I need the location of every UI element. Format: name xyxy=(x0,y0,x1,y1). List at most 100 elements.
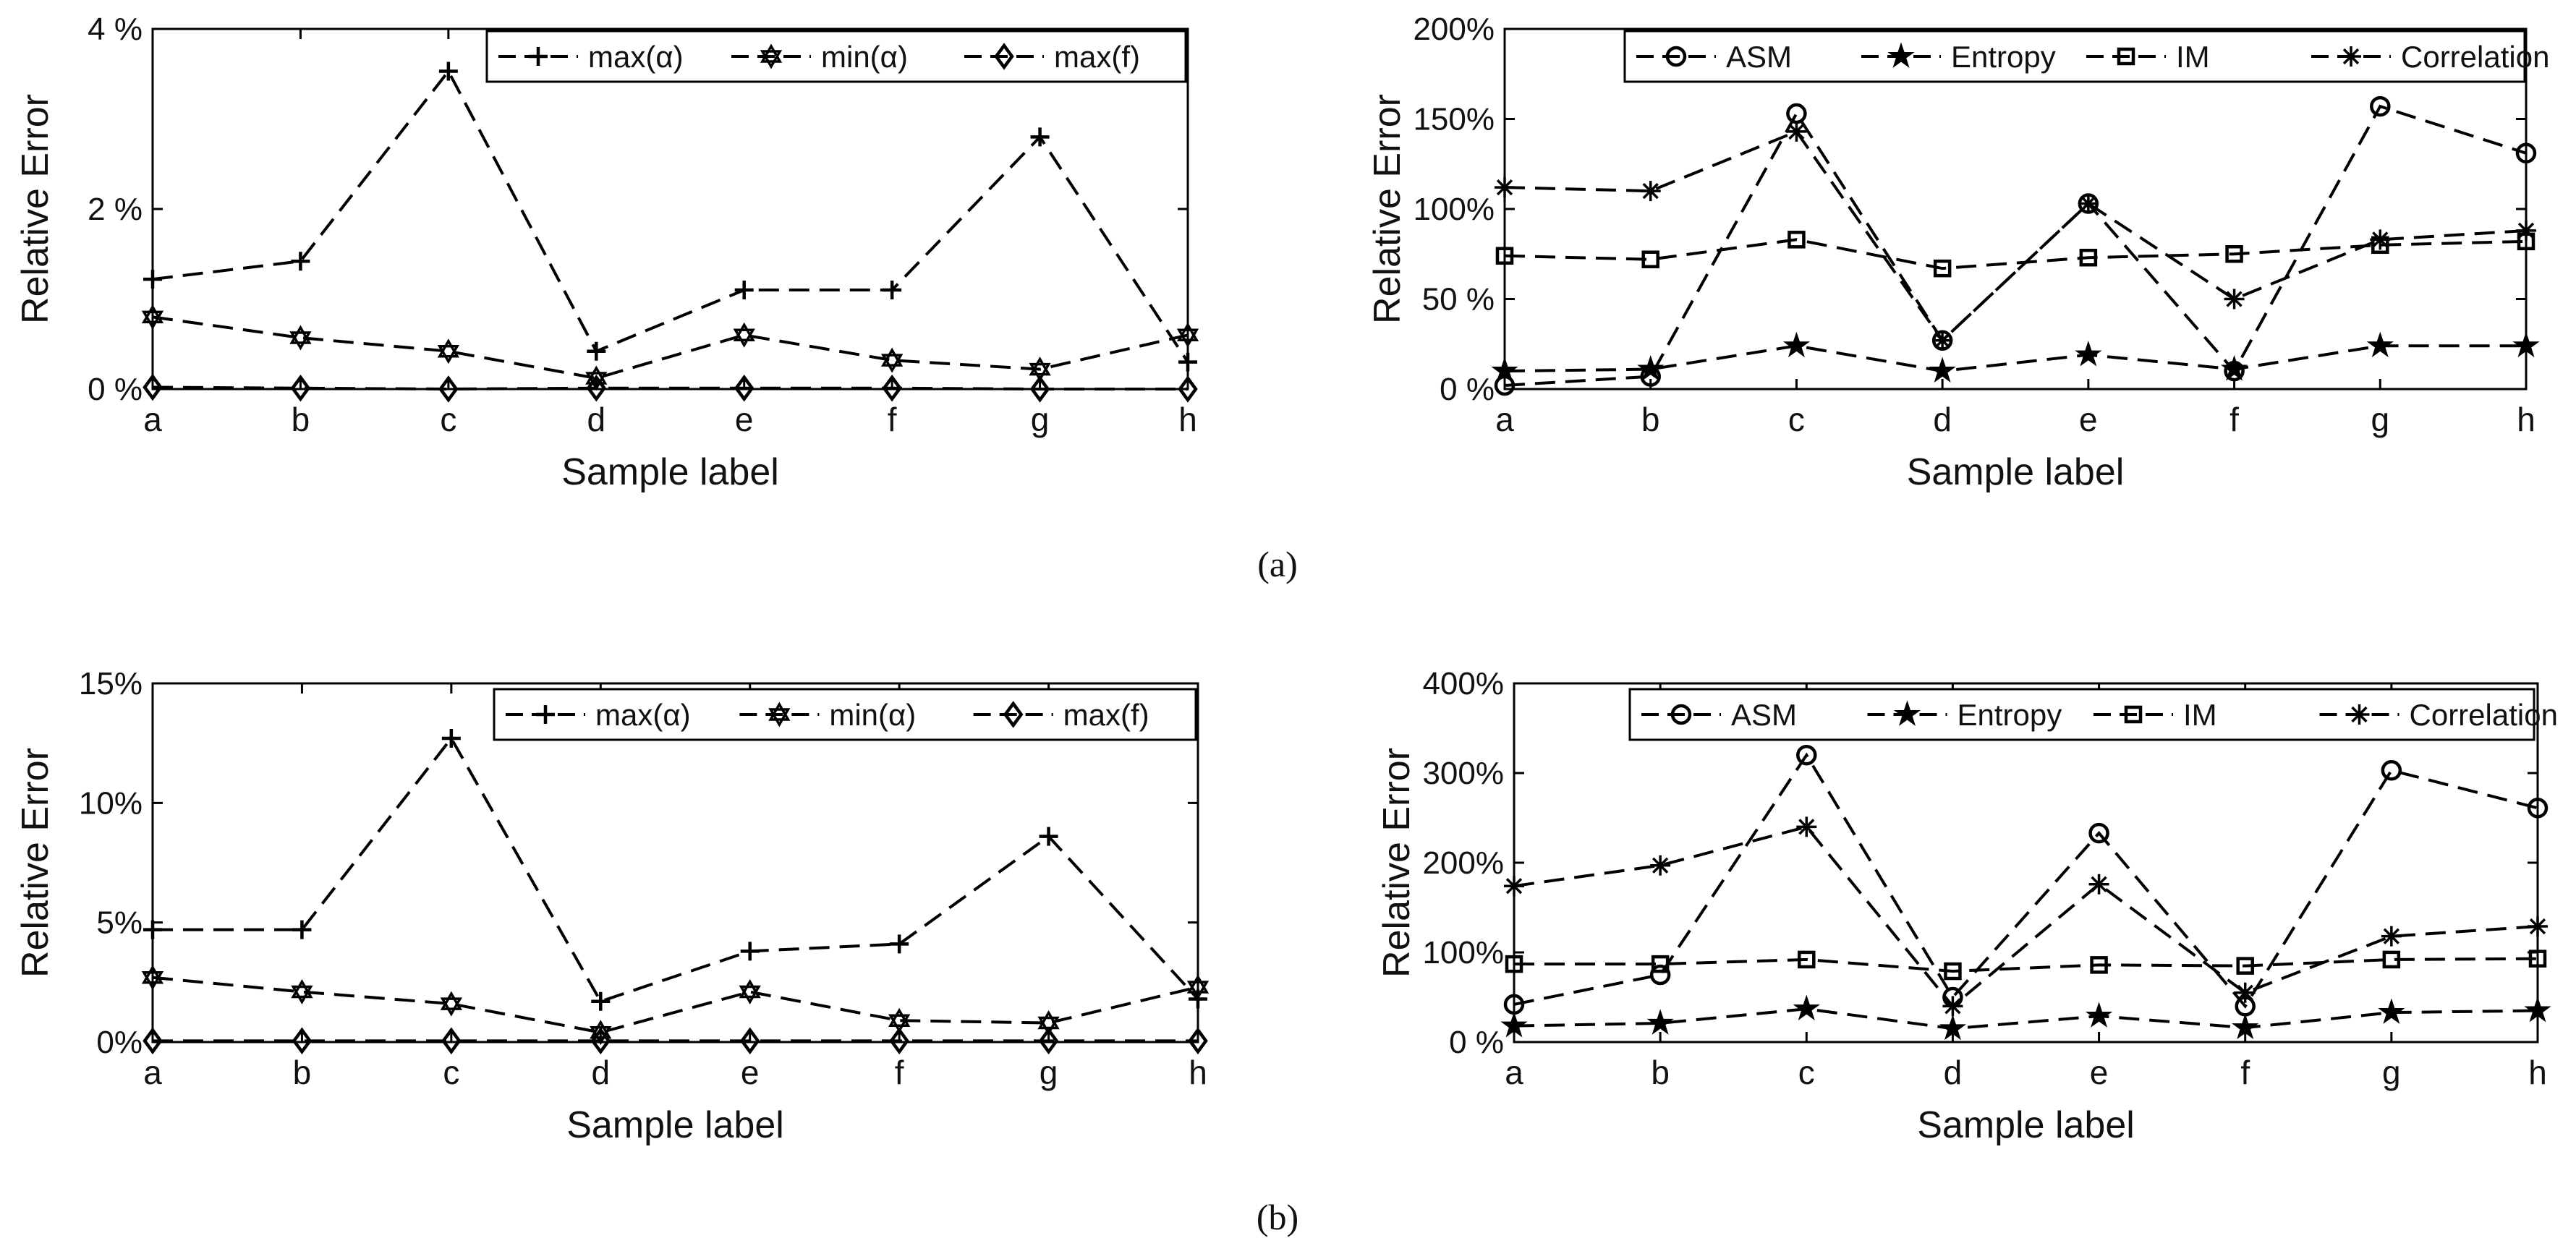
data-point-diamond-a xyxy=(143,373,163,401)
data-point-plus-d xyxy=(587,341,606,361)
y-tick-label: 0 % xyxy=(1440,372,1495,407)
data-point-asterisk-a xyxy=(1495,177,1515,198)
series-line xyxy=(1513,1007,2538,1030)
data-point-diamond-c xyxy=(441,1027,462,1055)
data-point-hexagram-f xyxy=(880,347,904,373)
data-point-diamond-a xyxy=(143,1027,163,1055)
data-point-hexagram-e xyxy=(733,322,755,348)
y-tick-label: 0 % xyxy=(88,372,143,407)
x-tick-label: g xyxy=(1031,401,1050,438)
data-point-asterisk-f xyxy=(2235,982,2256,1003)
y-tick-label: 100% xyxy=(1422,935,1504,970)
data-point-square-d xyxy=(1944,962,1962,981)
legend-marker-star xyxy=(1887,42,1915,68)
data-point-asterisk-d xyxy=(1942,996,1963,1017)
x-tick-label: f xyxy=(2229,401,2239,438)
data-point-diamond-f xyxy=(882,374,902,402)
x-tick-label: c xyxy=(1788,401,1805,438)
series-line xyxy=(1513,825,2538,1009)
x-tick-label: g xyxy=(2371,401,2389,438)
data-point-plus-f xyxy=(883,281,902,300)
y-tick-label: 150% xyxy=(1413,102,1495,137)
legend-marker-square xyxy=(2117,47,2135,66)
legend-marker-plus xyxy=(529,47,548,66)
x-tick-label: e xyxy=(2090,1054,2109,1091)
x-tick-label: f xyxy=(895,1054,904,1091)
legend-label: max(α) xyxy=(595,698,691,732)
y-tick-label: 4 % xyxy=(88,12,143,47)
x-tick-label: a xyxy=(143,1054,162,1091)
series-star xyxy=(1500,994,2551,1041)
data-point-diamond-b xyxy=(292,1027,313,1055)
chart-b-left: 0% 5% 10% 15% a b c d e f g h Sample label Relative E… xyxy=(14,666,1210,1146)
series-star xyxy=(1491,331,2540,383)
y-tick-label: 0% xyxy=(96,1025,143,1060)
chart-a-right: 0 % 50 % 100% 150% 200% a b c d e f g h Sample label R… xyxy=(1366,12,2549,493)
data-point-asterisk-d xyxy=(1932,330,1953,351)
data-point-asterisk-h xyxy=(2516,220,2536,241)
data-point-star-f xyxy=(2220,355,2248,381)
data-point-asterisk-c xyxy=(1796,816,1817,837)
data-point-hexagram-c xyxy=(440,991,463,1017)
data-point-hexagram-f xyxy=(888,1007,911,1033)
data-point-plus-b xyxy=(291,252,310,271)
y-tick-label: 2 % xyxy=(88,192,143,227)
data-point-square-f xyxy=(2236,957,2254,975)
data-point-asterisk-c xyxy=(1786,121,1807,142)
x-tick-label: h xyxy=(2528,1054,2547,1091)
data-point-star-c xyxy=(1782,331,1811,358)
series-diamond xyxy=(143,1027,1208,1055)
data-point-asterisk-b xyxy=(1640,181,1661,202)
data-point-square-a xyxy=(1505,955,1523,973)
data-point-star-e xyxy=(2075,341,2102,367)
y-axis-label: Relative Error xyxy=(1366,94,1408,324)
data-point-diamond-h xyxy=(1178,375,1198,403)
x-tick-label: b xyxy=(293,1054,312,1091)
series-line xyxy=(1504,104,2527,388)
data-point-diamond-e xyxy=(739,1027,760,1055)
data-point-plus-h xyxy=(1178,352,1197,372)
y-tick-label: 10% xyxy=(79,785,143,821)
data-point-plus-a xyxy=(143,270,162,289)
data-point-circle-h xyxy=(2515,142,2537,164)
data-point-asterisk-h xyxy=(2528,916,2548,937)
legend-marker-plus xyxy=(536,705,555,724)
data-point-diamond-d xyxy=(586,374,607,402)
legend: ASM Entropy IM Correlation xyxy=(1628,688,2558,741)
data-point-hexagram-c xyxy=(437,338,460,364)
legend-label: ASM xyxy=(1731,698,1797,732)
legend: max(α) min(α) max(f) xyxy=(493,688,1197,741)
y-tick-label: 50 % xyxy=(1422,282,1495,317)
x-tick-label: c xyxy=(443,1054,459,1091)
caption-a: (a) xyxy=(1257,544,1298,584)
x-tick-label: a xyxy=(1495,401,1514,438)
legend-label: IM xyxy=(2176,40,2210,74)
x-tick-label: g xyxy=(2382,1054,2401,1091)
data-point-square-e xyxy=(2079,248,2098,267)
x-axis-label: Sample label xyxy=(566,1104,784,1146)
x-tick-label: d xyxy=(591,1054,610,1091)
data-point-star-g xyxy=(2378,998,2405,1024)
data-point-hexagram-b xyxy=(289,325,312,351)
x-tick-label: g xyxy=(1040,1054,1058,1091)
series-diamond xyxy=(143,373,1198,403)
data-point-star-a xyxy=(1491,357,1518,383)
data-point-asterisk-e xyxy=(2088,874,2109,895)
series-line xyxy=(1504,344,2526,373)
legend: max(α) min(α) max(f) xyxy=(485,30,1187,83)
data-point-asterisk-b xyxy=(1650,855,1671,876)
data-point-hexagram-a xyxy=(141,965,164,991)
data-point-square-b xyxy=(1641,250,1659,268)
legend-marker-square xyxy=(2124,705,2143,724)
data-point-star-e xyxy=(2085,1002,2113,1028)
y-axis-label: Relative Error xyxy=(14,748,56,978)
x-tick-label: e xyxy=(2079,401,2098,438)
series-line xyxy=(1514,957,2538,973)
legend-label: Entropy xyxy=(1951,40,2056,74)
x-tick-label: f xyxy=(2240,1054,2250,1091)
data-point-hexagram-e xyxy=(739,979,761,1005)
series-line xyxy=(152,385,1188,391)
data-point-circle-b xyxy=(1649,964,1671,986)
y-tick-label: 100% xyxy=(1413,192,1495,227)
